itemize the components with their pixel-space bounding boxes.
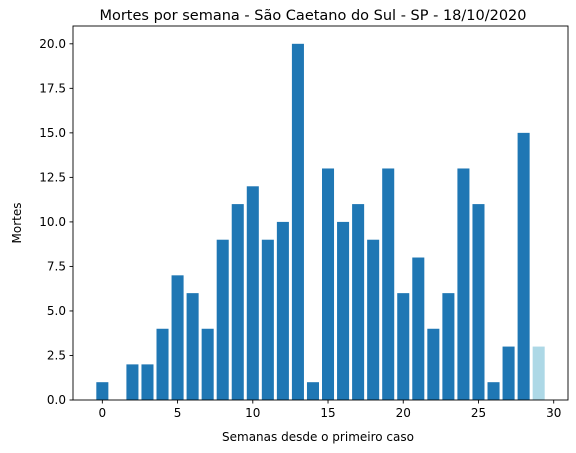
bar-week-20 xyxy=(397,293,410,400)
x-tick-label: 5 xyxy=(174,406,182,420)
bar-week-25 xyxy=(472,204,485,400)
bar-week-8 xyxy=(216,239,229,400)
y-tick-label: 15.0 xyxy=(39,126,66,140)
y-axis-ticks: 0.0 2.5 5.0 7.5 10.0 12.5 15.0 17.5 20.0 xyxy=(39,37,73,407)
bar-week-19 xyxy=(382,168,395,400)
x-tick-label: 0 xyxy=(99,406,107,420)
bar-week-6 xyxy=(186,293,199,400)
y-tick-label: 7.5 xyxy=(47,259,66,273)
bar-week-4 xyxy=(156,328,169,400)
chart-title: Mortes por semana - São Caetano do Sul -… xyxy=(99,8,526,24)
bar-week-24 xyxy=(457,168,470,400)
bars-group xyxy=(96,43,545,401)
x-axis-ticks: 0 5 10 15 20 25 30 xyxy=(99,400,561,420)
y-tick-label: 5.0 xyxy=(47,304,66,318)
x-tick-label: 20 xyxy=(396,406,411,420)
bar-week-3 xyxy=(141,364,154,400)
bar-week-27 xyxy=(502,346,515,400)
bar-week-0 xyxy=(96,382,109,400)
bar-week-16 xyxy=(337,221,350,400)
bar-week-11 xyxy=(261,239,274,400)
bar-week-21 xyxy=(412,257,425,400)
y-tick-label: 10.0 xyxy=(39,215,66,229)
bar-week-2 xyxy=(126,364,139,400)
y-tick-label: 12.5 xyxy=(39,170,66,184)
bar-week-14 xyxy=(306,382,319,400)
bar-week-29 xyxy=(532,346,545,400)
x-tick-label: 15 xyxy=(320,406,335,420)
y-tick-label: 17.5 xyxy=(39,81,66,95)
bar-week-12 xyxy=(276,221,289,400)
x-axis-label: Semanas desde o primeiro caso xyxy=(222,430,414,444)
bar-week-18 xyxy=(367,239,380,400)
plot-frame xyxy=(72,25,569,401)
bar-week-5 xyxy=(171,275,184,400)
y-axis-label: Mortes xyxy=(10,203,24,244)
y-tick-label: 2.5 xyxy=(47,348,66,362)
bar-week-28 xyxy=(517,132,530,401)
y-tick-label: 20.0 xyxy=(39,37,66,51)
bar-week-23 xyxy=(442,293,455,400)
bar-week-9 xyxy=(231,204,244,400)
x-tick-label: 10 xyxy=(245,406,260,420)
y-tick-label: 0.0 xyxy=(47,393,66,407)
bar-week-10 xyxy=(246,186,259,400)
x-tick-label: 30 xyxy=(546,406,561,420)
bar-week-15 xyxy=(322,168,335,400)
bar-week-22 xyxy=(427,328,440,400)
bar-week-13 xyxy=(291,43,304,401)
bar-week-7 xyxy=(201,328,214,400)
bar-week-26 xyxy=(487,382,500,400)
bar-week-17 xyxy=(352,204,365,400)
x-tick-label: 25 xyxy=(471,406,486,420)
